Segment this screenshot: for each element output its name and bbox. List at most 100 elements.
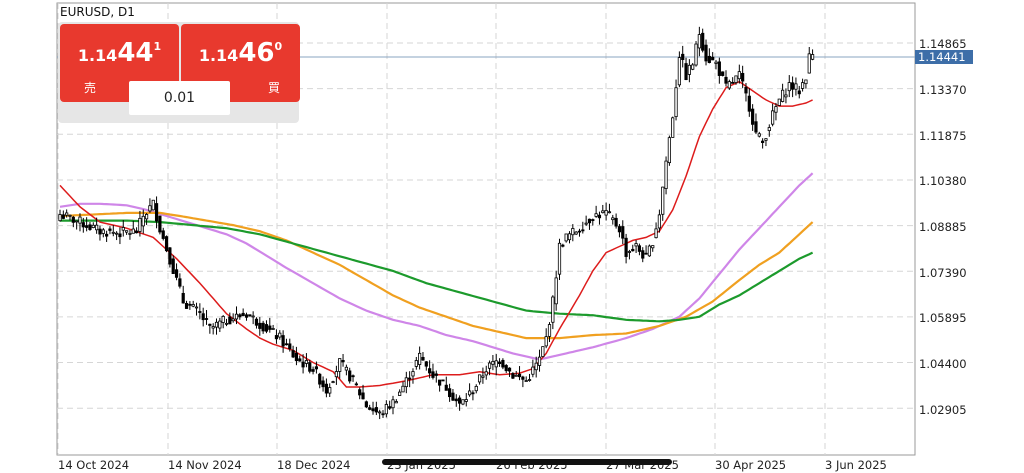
candle-body	[81, 222, 85, 228]
current-price-tag: 1.14441	[915, 50, 973, 64]
candle-body	[61, 214, 65, 219]
candle-body	[271, 328, 275, 330]
candle-body	[511, 373, 515, 379]
candle-body	[441, 379, 445, 382]
candle-body	[614, 217, 618, 227]
candle-body	[634, 243, 638, 247]
candle-body	[288, 343, 292, 350]
candle-body	[461, 399, 465, 405]
candle-body	[561, 244, 565, 247]
candle-body	[321, 380, 325, 388]
candle-body	[454, 398, 458, 402]
candle-body	[771, 110, 775, 125]
violet-ma-line	[59, 172, 814, 361]
candle-body	[248, 314, 252, 317]
candle-body	[714, 61, 718, 64]
candle-body	[807, 53, 811, 74]
candle-body	[101, 229, 105, 234]
candle-body	[374, 407, 378, 413]
y-tick-label: 1.07390	[919, 266, 967, 280]
candle-body	[527, 379, 532, 381]
candle-body	[128, 232, 132, 235]
candle-body	[564, 233, 568, 242]
candle-body	[577, 230, 582, 233]
candle-body	[261, 322, 265, 332]
sell-label: 売	[84, 81, 97, 95]
candle-body	[111, 231, 115, 234]
candle-body	[404, 377, 408, 388]
candlestick-series	[58, 26, 815, 420]
y-tick-label: 1.04400	[919, 357, 967, 371]
candle-body	[754, 121, 758, 133]
candle-body	[164, 236, 169, 252]
candle-body	[224, 322, 229, 325]
candle-body	[504, 365, 508, 372]
candle-body	[221, 315, 225, 323]
x-tick-label: 30 Apr 2025	[715, 458, 787, 472]
candle-body	[108, 228, 112, 231]
x-tick-label: 14 Oct 2024	[58, 458, 130, 472]
candle-body	[424, 361, 428, 367]
candle-body	[711, 56, 715, 61]
candle-body	[747, 95, 751, 112]
candle-body	[464, 399, 468, 402]
buy-price: 1.14460	[181, 38, 300, 68]
candle-body	[65, 212, 69, 216]
y-tick-label: 1.10380	[919, 174, 967, 188]
candle-body	[91, 224, 95, 228]
candle-body	[254, 318, 259, 326]
candle-body	[151, 199, 155, 211]
candle-body	[737, 71, 741, 80]
candle-body	[98, 228, 102, 235]
candle-body	[774, 106, 778, 113]
candle-body	[264, 324, 269, 332]
candle-body	[58, 214, 62, 222]
candle-body	[351, 375, 355, 378]
candle-body	[125, 230, 129, 233]
candle-body	[68, 214, 72, 217]
buy-price-prefix: 1.14	[198, 46, 239, 65]
candle-body	[647, 245, 652, 257]
candle-body	[174, 269, 179, 278]
candle-body	[364, 401, 368, 408]
candle-body	[414, 360, 418, 367]
candle-body	[477, 374, 482, 383]
candle-body	[378, 411, 382, 414]
x-tick-label: 18 Dec 2024	[277, 458, 351, 472]
candle-body	[388, 406, 392, 409]
candle-body	[334, 371, 338, 378]
candle-body	[131, 228, 135, 234]
candle-body	[201, 313, 205, 321]
candle-body	[154, 203, 159, 222]
candle-body	[604, 210, 608, 216]
candle-body	[181, 292, 185, 304]
candle-body	[214, 321, 219, 328]
orange-ma-line	[59, 211, 814, 340]
candle-body	[85, 225, 89, 228]
candle-body	[391, 399, 395, 409]
candle-body	[541, 346, 545, 357]
buy-price-fraction: 0	[274, 40, 283, 53]
lot-size-input[interactable]: 0.01	[129, 81, 230, 115]
candle-body	[284, 343, 289, 346]
candle-body	[178, 278, 182, 287]
candle-body	[721, 71, 725, 76]
candle-body	[601, 210, 605, 214]
buy-label: 買	[267, 81, 280, 95]
candle-body	[448, 388, 452, 398]
candle-body	[381, 413, 385, 416]
candle-body	[574, 231, 578, 235]
y-tick-label: 1.05895	[919, 311, 967, 325]
candle-body	[677, 57, 681, 86]
candle-body	[408, 377, 412, 380]
candle-body	[308, 362, 312, 372]
candle-body	[141, 215, 145, 227]
candle-body	[597, 214, 602, 219]
chart-scrollbar[interactable]	[382, 459, 672, 465]
candle-body	[358, 389, 362, 396]
candle-body	[797, 90, 801, 95]
candle-body	[671, 117, 675, 138]
candle-body	[661, 186, 665, 215]
candle-body	[657, 214, 662, 229]
candle-body	[194, 306, 199, 309]
